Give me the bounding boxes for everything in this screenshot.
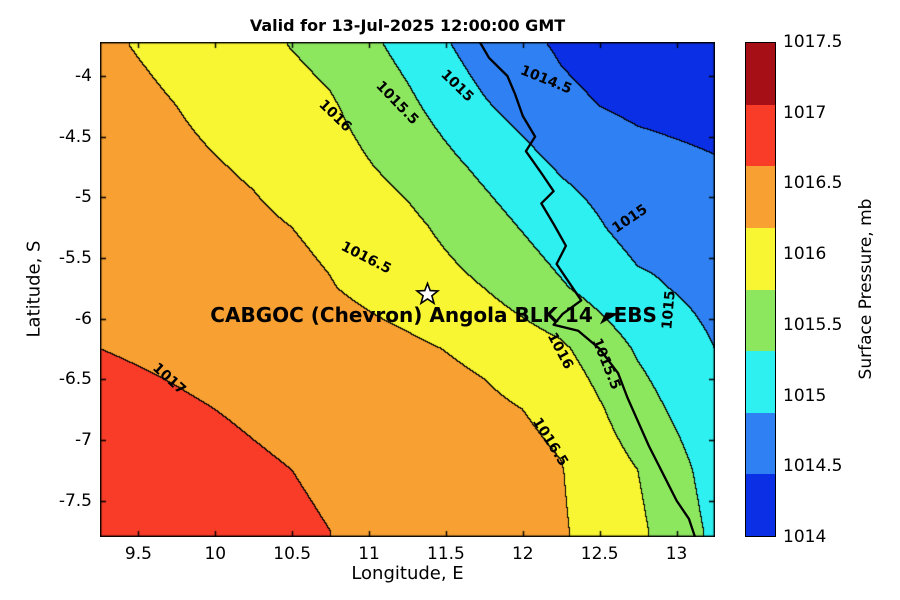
y-tick-label: -4 — [75, 65, 92, 86]
colorbar-tick-label: 1015 — [783, 385, 827, 406]
y-tick-label: -6.5 — [58, 369, 92, 390]
colorbar-tick-label: 1015.5 — [783, 314, 843, 335]
colorbar-segment — [746, 227, 775, 290]
colorbar-segment — [746, 289, 775, 352]
colorbar-segment — [746, 412, 775, 475]
colorbar-tick-label: 1014 — [783, 527, 827, 547]
x-tick-label: 12.5 — [580, 544, 619, 564]
colorbar-label: Surface Pressure, mb — [856, 198, 876, 380]
colorbar-tick-label: 1016 — [783, 244, 827, 265]
x-tick-label: 13 — [665, 544, 688, 564]
y-tick-label: -4.5 — [58, 126, 92, 147]
y-tick-label: -5.5 — [58, 247, 92, 268]
x-tick-label: 11 — [358, 544, 380, 564]
y-tick-label: -7.5 — [58, 490, 92, 511]
colorbar — [745, 42, 776, 537]
chart-title: Valid for 13-Jul-2025 12:00:00 GMT — [249, 16, 566, 35]
y-tick-label: -7 — [75, 429, 92, 450]
colorbar-tick-label: 1017.5 — [783, 32, 843, 52]
contour-map-canvas — [100, 42, 715, 537]
x-axis-label: Longitude, E — [351, 563, 464, 584]
colorbar-segment — [746, 474, 775, 536]
colorbar-segment — [746, 43, 775, 105]
x-tick-label: 11.5 — [427, 544, 465, 564]
colorbar-segment — [746, 351, 775, 413]
colorbar-segment — [746, 104, 775, 167]
station-label: CABGOC (Chevron) Angola BLK 14 EBS — [210, 302, 657, 327]
x-tick-label: 9.5 — [124, 544, 152, 564]
y-tick-label: -5 — [75, 187, 92, 208]
y-tick-label: -6 — [75, 308, 92, 329]
colorbar-tick-label: 1016.5 — [783, 173, 843, 194]
x-tick-label: 10 — [204, 544, 227, 564]
colorbar-tick-label: 1014.5 — [783, 456, 843, 477]
colorbar-segment — [746, 166, 775, 228]
x-tick-label: 10.5 — [273, 544, 312, 564]
x-tick-label: 12 — [511, 544, 534, 564]
colorbar-tick-label: 1017 — [783, 102, 827, 123]
